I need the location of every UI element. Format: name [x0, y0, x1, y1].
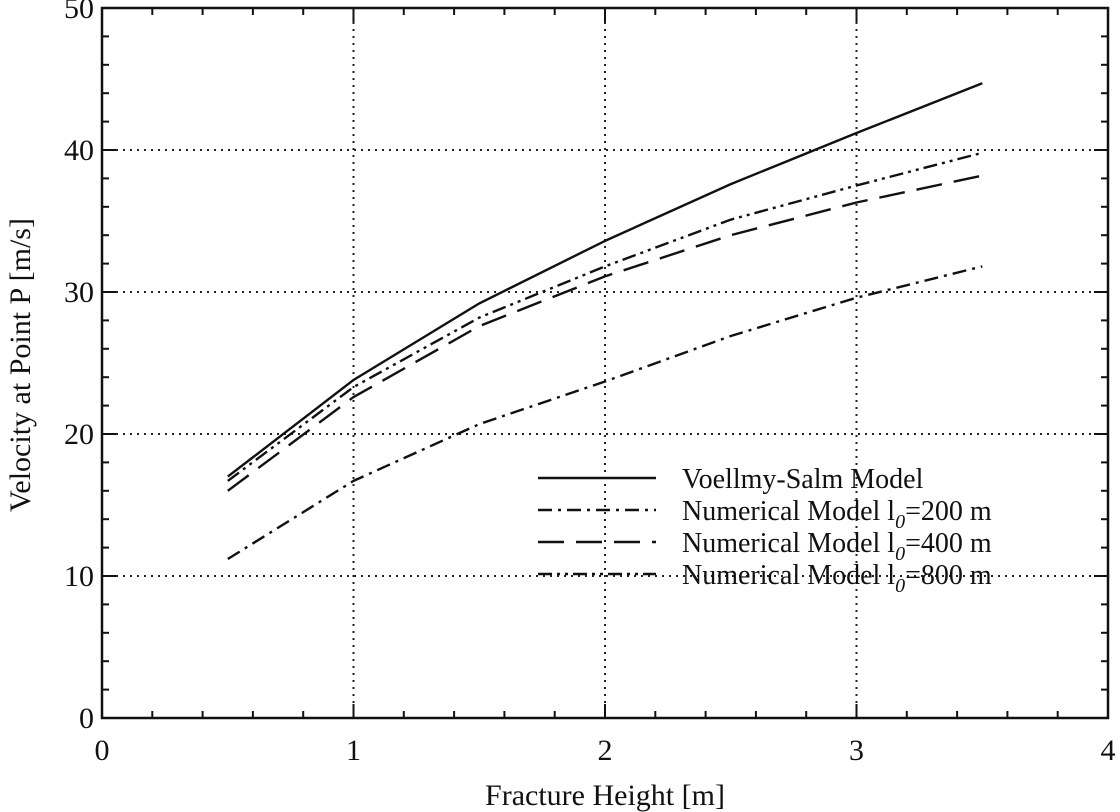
- y-axis-label: Velocity at Point P [m/s]: [4, 218, 37, 512]
- chart-axes: [100, 6, 1110, 720]
- legend-label-text: Numerical Model l: [682, 496, 895, 527]
- legend-label-text: Numerical Model l: [682, 560, 895, 591]
- legend-label-subscript: 0: [895, 575, 905, 597]
- chart-series: [227, 82, 983, 561]
- series-line-numerical-model-l0-800-m: [227, 151, 983, 482]
- legend-label-suffix: =400 m: [905, 528, 992, 559]
- legend-label-suffix: =200 m: [905, 496, 992, 527]
- x-tick-label: 4: [1101, 734, 1116, 767]
- y-tick-label: 20: [64, 418, 94, 451]
- legend-label: Numerical Model l0=200 m: [682, 496, 992, 533]
- series-line-numerical-model-l0-200-m: [227, 265, 983, 561]
- y-tick-label: 10: [64, 560, 94, 593]
- legend-label: Numerical Model l0=400 m: [682, 528, 992, 565]
- y-tick-label: 30: [64, 276, 94, 309]
- x-tick-label: 1: [346, 734, 361, 767]
- y-tick-label: 0: [79, 702, 94, 735]
- x-axis-label: Fracture Height [m]: [485, 779, 725, 812]
- y-tick-label: 40: [64, 134, 94, 167]
- legend-label-text: Numerical Model l: [682, 528, 895, 559]
- legend-label-subscript: 0: [895, 511, 905, 533]
- y-tick-label: 50: [64, 0, 94, 25]
- legend-label: Voellmy-Salm Model: [682, 464, 924, 495]
- grid-lines: [102, 8, 1108, 718]
- series-line-numerical-model-l0-400-m: [227, 174, 983, 492]
- series-line-voellmy-salm-model: [227, 82, 983, 478]
- legend-label: Numerical Model l0=800 m: [682, 560, 992, 597]
- x-tick-label: 3: [849, 734, 864, 767]
- legend-label-text: Voellmy-Salm Model: [682, 464, 924, 495]
- x-tick-label: 2: [598, 734, 613, 767]
- x-tick-label: 0: [95, 734, 110, 767]
- legend-label-suffix: =800 m: [905, 560, 992, 591]
- legend-label-subscript: 0: [895, 543, 905, 565]
